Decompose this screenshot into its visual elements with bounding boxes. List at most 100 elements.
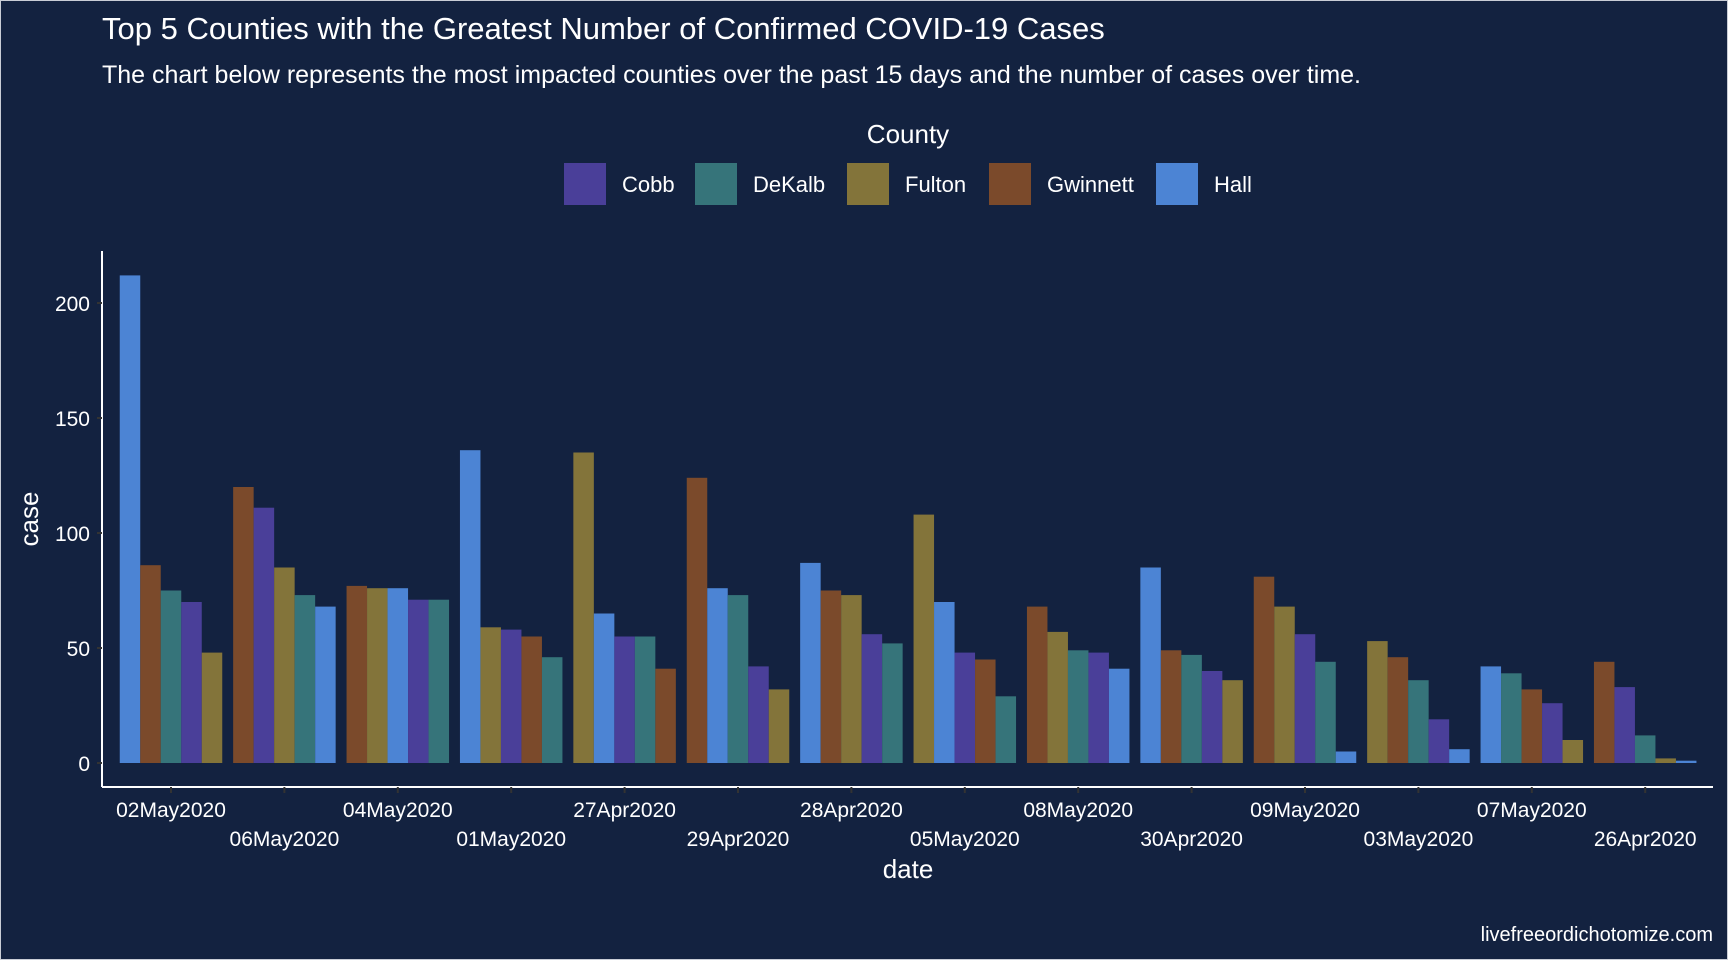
bar-cobb-05May2020 <box>954 652 976 763</box>
bar-cobb-28Apr2020 <box>861 634 883 763</box>
bar-gwinnett-09May2020 <box>1253 576 1275 763</box>
bar-hall-02May2020 <box>119 275 141 763</box>
bar-dekalb-08May2020 <box>1067 650 1089 763</box>
x-tick-label: 30Apr2020 <box>1140 828 1243 851</box>
bar-gwinnett-27Apr2020 <box>655 668 676 763</box>
bar-fulton-09May2020 <box>1274 606 1295 763</box>
bar-hall-27Apr2020 <box>593 613 615 763</box>
x-tick-label: 07May2020 <box>1477 799 1587 822</box>
bar-gwinnett-26Apr2020 <box>1593 661 1615 763</box>
bar-cobb-07May2020 <box>1542 703 1563 763</box>
bar-fulton-29Apr2020 <box>768 689 790 763</box>
bar-hall-04May2020 <box>387 588 409 763</box>
bar-gwinnett-01May2020 <box>521 636 542 763</box>
bar-cobb-08May2020 <box>1088 652 1109 763</box>
bar-dekalb-05May2020 <box>995 696 1017 763</box>
x-tick-label: 01May2020 <box>456 828 566 851</box>
bar-gwinnett-06May2020 <box>233 487 254 763</box>
legend-label-gwinnett: Gwinnett <box>1047 172 1134 197</box>
bar-cobb-02May2020 <box>181 602 202 763</box>
bar-dekalb-30Apr2020 <box>1181 654 1202 763</box>
bar-hall-09May2020 <box>1335 751 1357 763</box>
x-tick-label: 29Apr2020 <box>687 828 790 851</box>
bar-hall-06May2020 <box>315 606 336 763</box>
chart-subtitle: The chart below represents the most impa… <box>102 61 1361 89</box>
chart-title: Top 5 Counties with the Greatest Number … <box>102 11 1105 46</box>
legend-key-fulton <box>847 163 889 205</box>
x-tick-label: 08May2020 <box>1023 799 1133 822</box>
x-axis-title: date <box>883 854 934 884</box>
y-tick-label: 100 <box>55 523 90 546</box>
x-tick-label: 09May2020 <box>1250 799 1360 822</box>
y-tick-label: 150 <box>55 408 90 431</box>
bar-cobb-27Apr2020 <box>614 636 635 763</box>
bar-cobb-26Apr2020 <box>1614 687 1635 763</box>
bar-gwinnett-07May2020 <box>1521 689 1543 763</box>
bar-fulton-27Apr2020 <box>573 452 594 763</box>
bar-dekalb-26Apr2020 <box>1634 735 1656 763</box>
bar-fulton-07May2020 <box>1562 740 1584 763</box>
legend-key-cobb <box>564 163 606 205</box>
x-tick-label: 04May2020 <box>343 799 453 822</box>
bar-hall-07May2020 <box>1480 666 1502 763</box>
legend: Cobb DeKalb Fulton Gwinnett Hall <box>564 163 1252 205</box>
caption: livefreeordichotomize.com <box>1481 924 1713 946</box>
bar-cobb-03May2020 <box>1428 719 1450 763</box>
bar-gwinnett-29Apr2020 <box>686 477 708 763</box>
bar-dekalb-04May2020 <box>428 599 450 763</box>
bar-dekalb-09May2020 <box>1315 661 1336 763</box>
bar-hall-30Apr2020 <box>1140 567 1161 763</box>
bar-cobb-09May2020 <box>1294 634 1316 763</box>
bar-hall-03May2020 <box>1449 749 1470 763</box>
legend-key-gwinnett <box>989 163 1031 205</box>
bar-gwinnett-03May2020 <box>1387 657 1409 763</box>
bar-fulton-01May2020 <box>480 627 501 763</box>
bar-hall-05May2020 <box>934 602 955 763</box>
bar-gwinnett-02May2020 <box>140 565 161 763</box>
bar-fulton-04May2020 <box>367 588 388 763</box>
bar-cobb-06May2020 <box>253 507 275 763</box>
bar-cobb-01May2020 <box>500 629 522 763</box>
bar-gwinnett-28Apr2020 <box>820 590 842 763</box>
bar-gwinnett-30Apr2020 <box>1160 650 1182 763</box>
legend-key-hall <box>1156 163 1198 205</box>
x-tick-label: 27Apr2020 <box>573 799 676 822</box>
bar-gwinnett-04May2020 <box>346 585 368 763</box>
bar-dekalb-03May2020 <box>1408 680 1429 763</box>
bar-fulton-28Apr2020 <box>841 595 862 763</box>
legend-label-dekalb: DeKalb <box>753 172 825 197</box>
bar-hall-29Apr2020 <box>707 588 728 763</box>
bar-hall-28Apr2020 <box>800 562 821 763</box>
bar-hall-01May2020 <box>459 450 481 763</box>
bar-fulton-06May2020 <box>274 567 295 763</box>
bar-gwinnett-08May2020 <box>1026 606 1048 763</box>
bar-dekalb-28Apr2020 <box>882 643 903 763</box>
y-tick-label: 0 <box>78 753 90 776</box>
x-tick-label: 28Apr2020 <box>800 799 903 822</box>
bar-dekalb-27Apr2020 <box>634 636 656 763</box>
legend-title: County <box>867 119 949 149</box>
y-axis-title: case <box>14 492 44 547</box>
legend-label-cobb: Cobb <box>622 172 675 197</box>
legend-label-hall: Hall <box>1214 172 1252 197</box>
bar-fulton-30Apr2020 <box>1222 680 1243 763</box>
bar-fulton-03May2020 <box>1367 641 1388 763</box>
x-tick-label: 06May2020 <box>230 828 340 851</box>
bar-hall-08May2020 <box>1108 668 1130 763</box>
bar-dekalb-06May2020 <box>294 595 316 763</box>
bar-fulton-08May2020 <box>1047 631 1068 763</box>
x-tick-label: 05May2020 <box>910 828 1020 851</box>
plot-area: 05010015020002May202006May202004May20200… <box>55 251 1713 851</box>
bar-dekalb-07May2020 <box>1501 673 1522 763</box>
bar-dekalb-01May2020 <box>541 657 563 763</box>
x-tick-label: 02May2020 <box>116 799 226 822</box>
bar-fulton-02May2020 <box>201 652 223 763</box>
bar-cobb-04May2020 <box>408 599 429 763</box>
legend-key-dekalb <box>695 163 737 205</box>
y-tick-label: 200 <box>55 293 90 316</box>
bar-fulton-05May2020 <box>913 514 935 763</box>
x-tick-label: 26Apr2020 <box>1594 828 1697 851</box>
bar-dekalb-02May2020 <box>160 590 182 763</box>
